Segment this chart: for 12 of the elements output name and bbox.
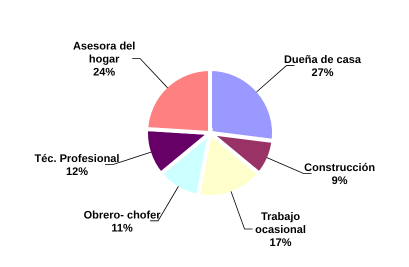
data-label: 12% — [66, 166, 88, 178]
slice-label: Obrero- chofer — [84, 209, 162, 222]
data-label: 17% — [270, 236, 292, 249]
slice-label: Trabajo ocasional — [255, 210, 306, 236]
data-label: 11% — [111, 222, 133, 234]
slice-label: Construcción — [304, 162, 376, 174]
data-label: 24% — [93, 66, 116, 79]
slice-label: Asesora del hogar — [72, 40, 136, 66]
data-label: 9% — [332, 175, 348, 188]
data-label: 27% — [311, 67, 334, 80]
slice-label: Dueña de casa — [284, 54, 362, 66]
slice-label: Téc. Profesional — [34, 153, 120, 166]
